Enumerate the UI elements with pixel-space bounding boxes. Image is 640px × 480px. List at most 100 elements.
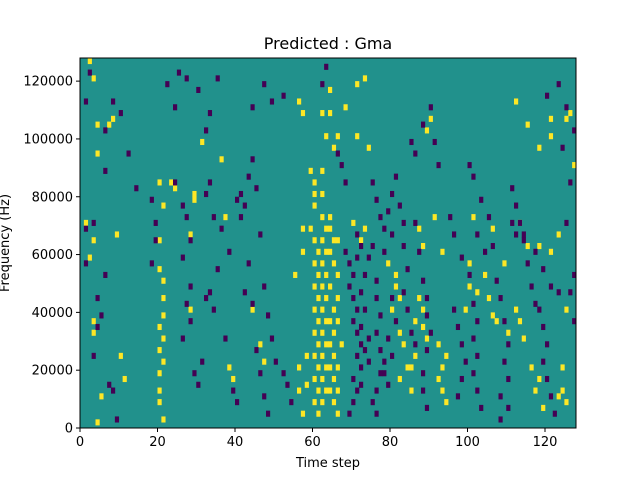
heatmap-cell-low xyxy=(320,81,325,88)
heatmap-cell-high xyxy=(331,329,337,336)
heatmap-cell-low xyxy=(173,179,178,186)
heatmap-cell-high xyxy=(316,318,321,325)
heatmap-cell-low xyxy=(421,277,426,284)
heatmap-cell-high xyxy=(421,323,426,331)
y-tick-label: 80000 xyxy=(32,190,73,205)
heatmap-cell-low xyxy=(382,370,387,377)
heatmap-cell-low xyxy=(355,387,360,394)
heatmap-cell-low xyxy=(165,81,170,88)
heatmap-cell-low xyxy=(432,138,437,146)
heatmap-cell-low xyxy=(359,243,364,250)
heatmap-cell-low xyxy=(343,179,348,186)
x-axis-label: Time step xyxy=(295,456,360,471)
heatmap-cell-low xyxy=(374,196,379,203)
heatmap-cell-high xyxy=(320,214,325,221)
heatmap-cell-high xyxy=(436,375,441,383)
heatmap-cell-low xyxy=(285,381,290,388)
x-tick-label: 120 xyxy=(533,435,558,450)
heatmap-cell-low xyxy=(192,370,197,377)
heatmap-cell-low xyxy=(471,300,476,307)
heatmap-cell-low xyxy=(401,243,406,250)
heatmap-cell-low xyxy=(238,190,244,198)
heatmap-cell-low xyxy=(413,341,418,348)
heatmap-cell-low xyxy=(424,347,430,354)
heatmap-cell-low xyxy=(475,387,480,394)
heatmap-cell-high xyxy=(111,115,116,122)
heatmap-cell-low xyxy=(235,399,240,406)
heatmap-cell-low xyxy=(529,283,534,290)
heatmap-cell-low xyxy=(486,214,492,221)
heatmap-cell-high xyxy=(328,214,333,221)
heatmap-cell-low xyxy=(355,254,360,261)
heatmap-cell-high xyxy=(537,144,542,151)
heatmap-cell-high xyxy=(219,156,224,163)
heatmap-cell-low xyxy=(506,341,511,348)
heatmap-cell-low xyxy=(347,410,352,417)
heatmap-cell-low xyxy=(374,410,379,417)
heatmap-cell-low xyxy=(246,173,251,180)
heatmap-cell-high xyxy=(514,306,519,313)
heatmap-cell-low xyxy=(188,283,193,290)
heatmap-cell-high xyxy=(390,306,395,313)
heatmap-cell-high xyxy=(95,150,100,157)
heatmap-cell-high xyxy=(417,225,422,232)
heatmap-cell-high xyxy=(335,295,340,302)
heatmap-cell-low xyxy=(281,92,286,99)
heatmap-cell-high xyxy=(231,375,236,383)
heatmap-cell-high xyxy=(355,133,360,140)
heatmap-cell-high xyxy=(161,335,166,342)
heatmap-cell-low xyxy=(541,323,546,331)
heatmap-cell-low xyxy=(262,283,267,290)
heatmap-cell-low xyxy=(452,306,457,313)
heatmap-cell-high xyxy=(324,133,329,140)
heatmap-cell-high xyxy=(339,341,344,348)
heatmap-cell-low xyxy=(351,318,356,325)
heatmap-cell-low xyxy=(459,254,464,261)
heatmap-cell-low xyxy=(204,127,209,134)
heatmap-cell-low xyxy=(405,266,410,273)
heatmap-cell-high xyxy=(568,110,573,117)
heatmap-low-cells xyxy=(83,63,577,423)
heatmap-cell-low xyxy=(262,393,267,400)
heatmap-cell-low xyxy=(362,271,368,278)
heatmap-cell-low xyxy=(126,150,131,157)
heatmap-cell-high xyxy=(355,81,360,88)
heatmap-cell-high xyxy=(200,138,205,146)
heatmap-cell-low xyxy=(471,335,476,342)
heatmap-cell-low xyxy=(246,260,251,267)
heatmap-cell-low xyxy=(467,271,472,278)
heatmap-cell-low xyxy=(471,370,476,377)
heatmap-cell-low xyxy=(374,295,379,302)
heatmap-cell-low xyxy=(83,260,89,267)
heatmap-cell-high xyxy=(304,352,309,359)
heatmap-cell-high xyxy=(320,110,325,117)
heatmap-cell-high xyxy=(312,329,317,336)
heatmap-cell-low xyxy=(521,237,526,244)
heatmap-cell-high xyxy=(169,179,174,186)
heatmap-cell-low xyxy=(506,375,511,383)
heatmap-cell-low xyxy=(428,329,433,336)
heatmap-cell-high xyxy=(320,167,325,174)
heatmap-cell-high xyxy=(328,283,333,290)
heatmap-cell-low xyxy=(521,231,526,238)
heatmap-cell-high xyxy=(157,323,162,331)
y-tick-label: 0 xyxy=(65,422,73,437)
heatmap-cell-high xyxy=(444,399,449,406)
heatmap-cell-low xyxy=(215,266,220,273)
heatmap-cell-low xyxy=(421,387,426,394)
heatmap-cell-low xyxy=(397,202,402,209)
heatmap-cell-low xyxy=(533,248,538,255)
heatmap-cell-low xyxy=(510,185,515,192)
heatmap-cell-high xyxy=(521,335,526,342)
chart-title: Predicted : Gma xyxy=(264,34,392,53)
heatmap-cell-high xyxy=(107,121,112,128)
heatmap-cell-high xyxy=(335,387,340,394)
heatmap-cell-low xyxy=(339,162,344,169)
heatmap-cell-high xyxy=(424,127,430,134)
heatmap-cell-low xyxy=(359,381,364,388)
heatmap-cell-low xyxy=(401,289,406,296)
heatmap-cell-high xyxy=(316,341,321,348)
heatmap-cell-low xyxy=(207,179,213,186)
heatmap-cell-high xyxy=(91,318,96,325)
heatmap-cell-high xyxy=(157,399,162,406)
